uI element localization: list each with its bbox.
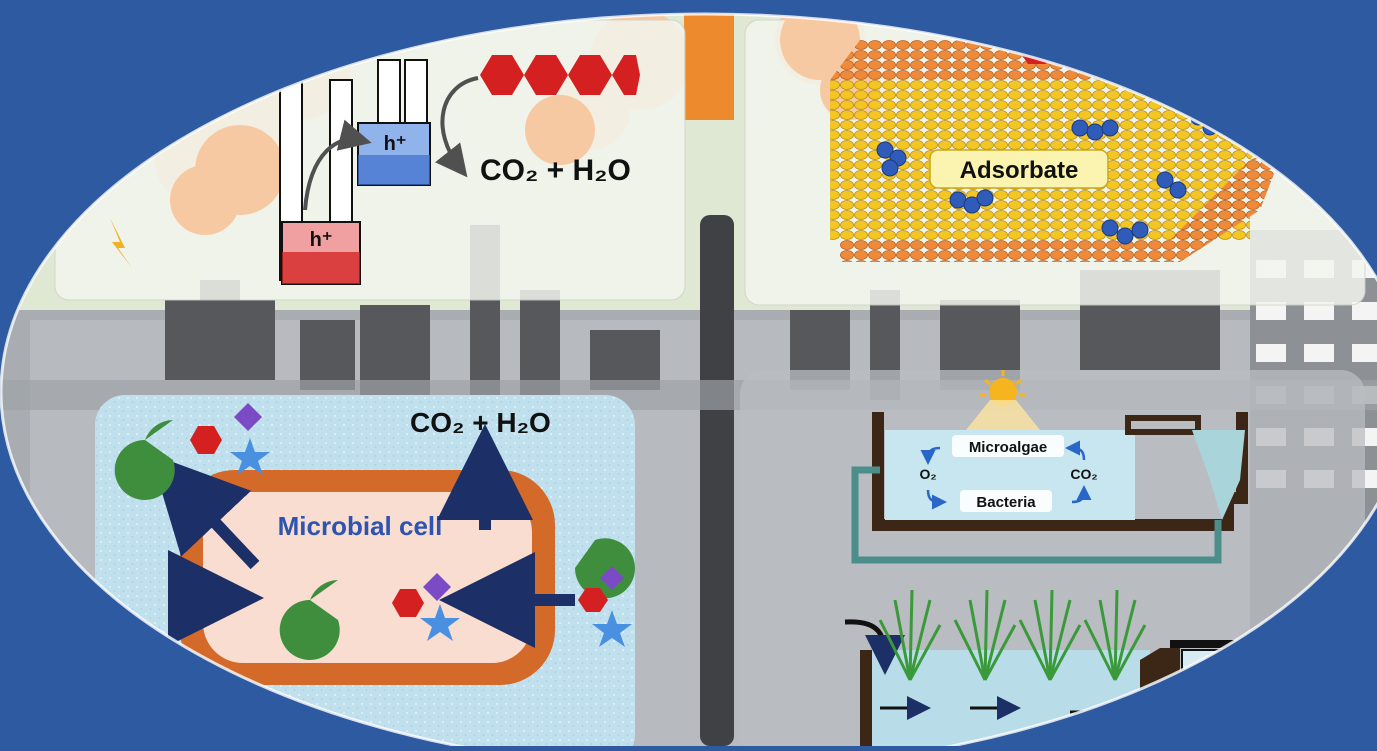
ellipse-rim: [0, 12, 1377, 751]
pollutant-hexagon-2: [392, 589, 424, 617]
adsorbent-top-layer: [830, 40, 1200, 80]
exchange-arrows: [920, 440, 1092, 510]
pollutant-diamond-1: [234, 403, 262, 431]
enzyme-pacman-2: [279, 580, 340, 660]
microalgae-label: Microalgae: [969, 439, 1047, 456]
wetland-outlet-wall: [1140, 648, 1180, 751]
photocatalysis-product: CO₂ + H₂O: [480, 154, 631, 187]
oxidation-arrow: [435, 76, 479, 178]
biodegradation-panel: Microbial cell CO₂ + H₂O: [95, 395, 635, 751]
settling-tank: [1192, 430, 1245, 520]
wetland-plants: [878, 589, 1147, 681]
enzyme-pacman-1: [114, 420, 175, 500]
hole-transfer-arrow: [303, 119, 372, 211]
adsorbent-bottom-layer: [840, 145, 1285, 262]
adsorption-panel: Adsorbate: [744, 14, 1366, 306]
hole-label-lower: h⁺: [310, 229, 333, 251]
pond-tank: [872, 412, 1248, 531]
pollutant-hexagon-1: [190, 426, 222, 454]
pollutant-star-3: [592, 610, 632, 647]
orange-pipe: [684, 14, 734, 120]
hole-label-upper: h⁺: [384, 133, 407, 155]
pollutant-star-2: [420, 604, 460, 641]
algae-wetland-panel: Microalgae Bacteria O₂ CO₂: [740, 370, 1365, 751]
pollutant-diamond-3: [600, 566, 624, 590]
enzyme-pacman-3: [574, 538, 635, 599]
pollutant-diamond-2: [423, 573, 451, 601]
bacteria-label: Bacteria: [976, 494, 1036, 511]
wetland-inflow-arrow: [844, 619, 905, 675]
pollutant-hexagon-3: [578, 588, 608, 612]
recycle-pipe: [851, 466, 1222, 564]
pollutant-star-1: [230, 438, 270, 475]
adsorbate-label: Adsorbate: [960, 157, 1079, 184]
sun-icon: [966, 370, 1040, 430]
oxygen-label: O₂: [919, 466, 936, 482]
adsorbate-label-box: [929, 149, 1109, 189]
carbon-dioxide-label: CO₂: [1070, 466, 1097, 482]
lightning-icon: [110, 218, 132, 268]
microbial-cell-label: Microbial cell: [278, 511, 443, 541]
pollutant-chain-top: [480, 55, 640, 95]
biodegradation-product: CO₂ + H₂O: [410, 407, 551, 438]
